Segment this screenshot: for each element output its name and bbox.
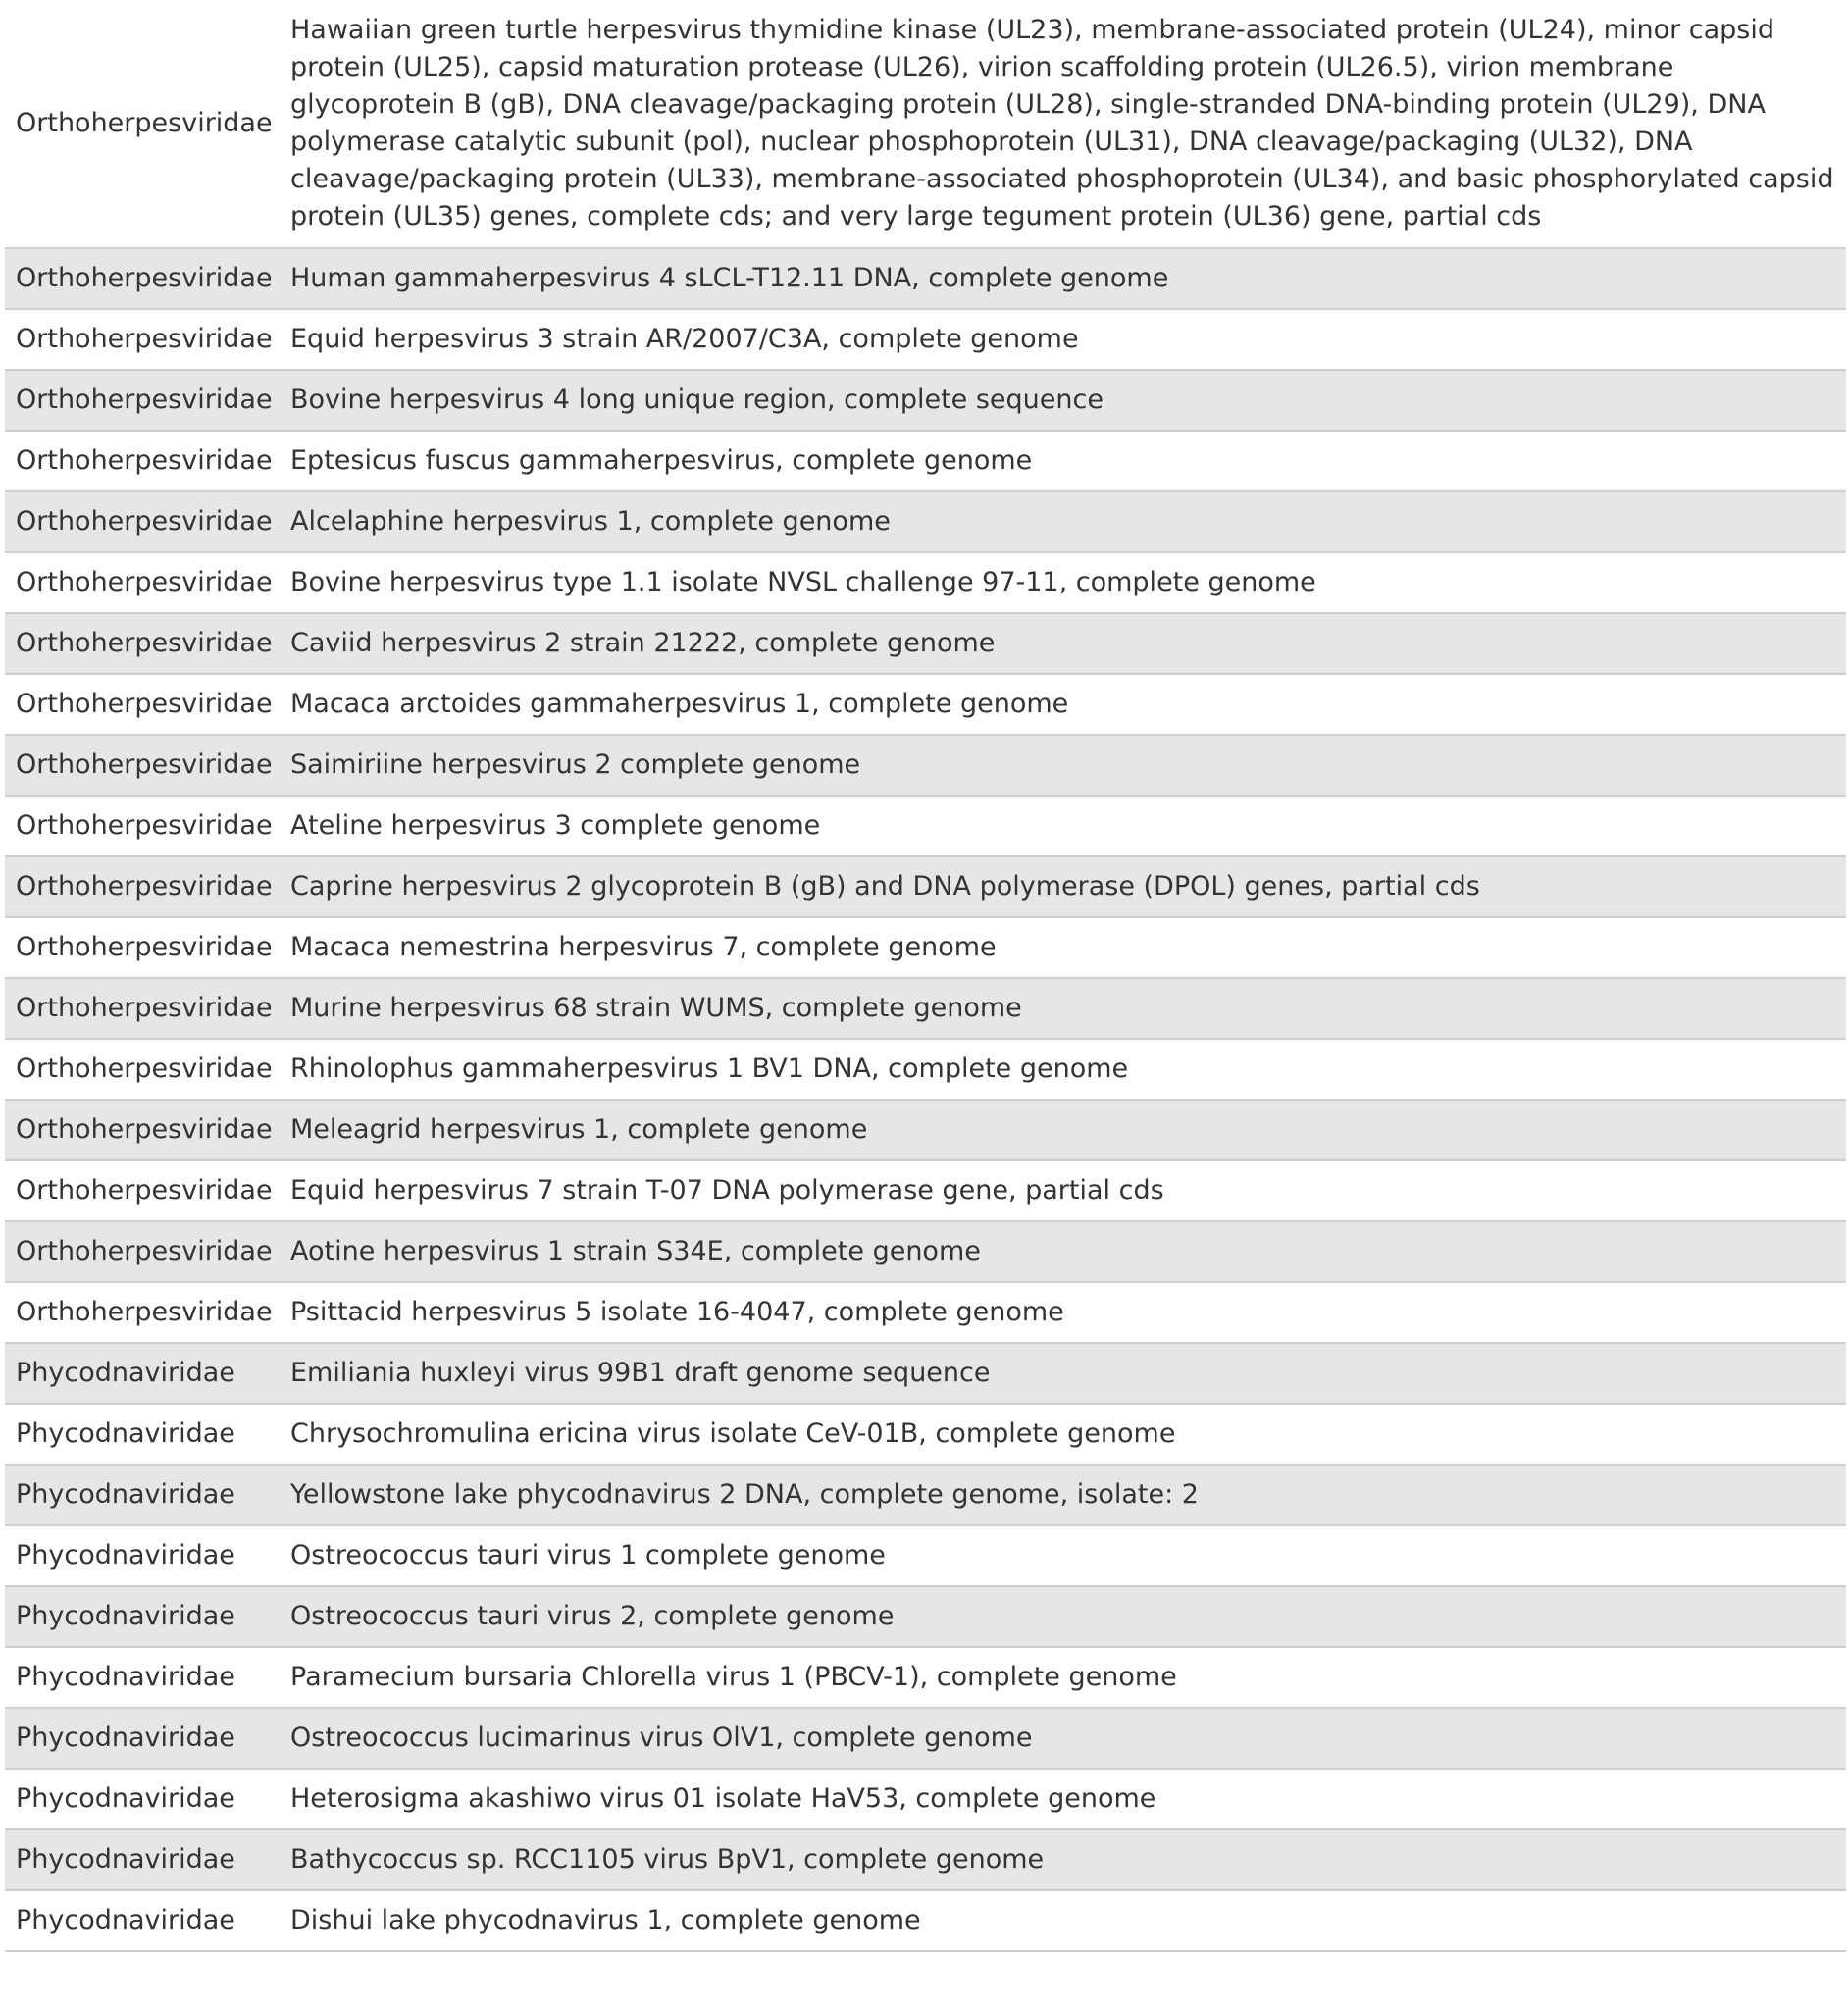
description-cell: Dishui lake phycodnavirus 1, complete ge…	[280, 1890, 1846, 1952]
table-row: Orthoherpesviridae Alcelaphine herpesviru…	[5, 491, 1846, 553]
family-cell: Orthoherpesviridae	[5, 978, 280, 1040]
description-cell: Alcelaphine herpesvirus 1, complete geno…	[280, 491, 1846, 553]
family-cell: Phycodnaviridae	[5, 1586, 280, 1648]
table-body: Orthoherpesviridae Hawaiian green turtle …	[5, 0, 1846, 1952]
family-cell: Orthoherpesviridae	[5, 248, 280, 310]
description-cell: Emiliania huxleyi virus 99B1 draft genom…	[280, 1343, 1846, 1405]
family-cell: Phycodnaviridae	[5, 1465, 280, 1526]
description-cell: Human gammaherpesvirus 4 sLCL-T12.11 DNA…	[280, 248, 1846, 310]
description-cell: Macaca nemestrina herpesvirus 7, complet…	[280, 917, 1846, 979]
table-row: Orthoherpesviridae Hawaiian green turtle …	[5, 0, 1846, 249]
description-cell: Ostreococcus tauri virus 1 complete geno…	[280, 1525, 1846, 1587]
family-cell: Orthoherpesviridae	[5, 491, 280, 553]
table-row: Orthoherpesviridae Bovine herpesvirus typ…	[5, 552, 1846, 614]
family-cell: Orthoherpesviridae	[5, 856, 280, 918]
description-cell: Caviid herpesvirus 2 strain 21222, compl…	[280, 613, 1846, 675]
description-cell: Bathycoccus sp. RCC1105 virus BpV1, comp…	[280, 1829, 1846, 1891]
family-cell: Orthoherpesviridae	[5, 1100, 280, 1161]
family-cell: Orthoherpesviridae	[5, 431, 280, 492]
table-row: Phycodnaviridae Emiliania huxleyi virus 9…	[5, 1343, 1846, 1405]
table-row: Orthoherpesviridae Caprine herpesvirus 2 …	[5, 856, 1846, 918]
description-cell: Heterosigma akashiwo virus 01 isolate Ha…	[280, 1769, 1846, 1830]
table-row: Orthoherpesviridae Human gammaherpesvirus…	[5, 248, 1846, 310]
description-cell: Bovine herpesvirus 4 long unique region,…	[280, 370, 1846, 432]
table-row: Orthoherpesviridae Eptesicus fuscus gamma…	[5, 431, 1846, 492]
family-cell: Phycodnaviridae	[5, 1343, 280, 1405]
table-row: Orthoherpesviridae Caviid herpesvirus 2 s…	[5, 613, 1846, 675]
table-row: Phycodnaviridae Chrysochromulina ericina …	[5, 1404, 1846, 1466]
table-row: Phycodnaviridae Ostreococcus tauri virus …	[5, 1525, 1846, 1587]
table-row: Phycodnaviridae Paramecium bursaria Chlor…	[5, 1647, 1846, 1709]
table-row: Phycodnaviridae Bathycoccus sp. RCC1105 v…	[5, 1829, 1846, 1891]
family-cell: Orthoherpesviridae	[5, 370, 280, 432]
description-cell: Ostreococcus tauri virus 2, complete gen…	[280, 1586, 1846, 1648]
description-cell: Murine herpesvirus 68 strain WUMS, compl…	[280, 978, 1846, 1040]
family-cell: Orthoherpesviridae	[5, 309, 280, 371]
table-row: Orthoherpesviridae Macaca arctoides gamma…	[5, 674, 1846, 736]
table-row: Orthoherpesviridae Ateline herpesvirus 3 …	[5, 796, 1846, 857]
table-row: Orthoherpesviridae Psittacid herpesvirus …	[5, 1282, 1846, 1344]
family-cell: Orthoherpesviridae	[5, 917, 280, 979]
family-cell: Phycodnaviridae	[5, 1769, 280, 1830]
description-cell: Paramecium bursaria Chlorella virus 1 (P…	[280, 1647, 1846, 1709]
family-cell: Orthoherpesviridae	[5, 674, 280, 736]
table-row: Orthoherpesviridae Equid herpesvirus 7 st…	[5, 1160, 1846, 1222]
family-cell: Orthoherpesviridae	[5, 1039, 280, 1101]
genome-table: Orthoherpesviridae Hawaiian green turtle …	[5, 0, 1846, 1952]
table-row: Orthoherpesviridae Meleagrid herpesvirus …	[5, 1100, 1846, 1161]
family-cell: Orthoherpesviridae	[5, 1282, 280, 1344]
table-row: Phycodnaviridae Yellowstone lake phycodna…	[5, 1465, 1846, 1526]
description-cell: Eptesicus fuscus gammaherpesvirus, compl…	[280, 431, 1846, 492]
family-cell: Phycodnaviridae	[5, 1404, 280, 1466]
family-cell: Phycodnaviridae	[5, 1708, 280, 1770]
description-cell: Rhinolophus gammaherpesvirus 1 BV1 DNA, …	[280, 1039, 1846, 1101]
family-cell: Phycodnaviridae	[5, 1525, 280, 1587]
description-cell: Equid herpesvirus 7 strain T-07 DNA poly…	[280, 1160, 1846, 1222]
description-cell: Caprine herpesvirus 2 glycoprotein B (gB…	[280, 856, 1846, 918]
description-cell: Aotine herpesvirus 1 strain S34E, comple…	[280, 1221, 1846, 1283]
description-cell: Bovine herpesvirus type 1.1 isolate NVSL…	[280, 552, 1846, 614]
description-cell: Psittacid herpesvirus 5 isolate 16-4047,…	[280, 1282, 1846, 1344]
description-cell: Macaca arctoides gammaherpesvirus 1, com…	[280, 674, 1846, 736]
family-cell: Phycodnaviridae	[5, 1647, 280, 1709]
table-row: Orthoherpesviridae Macaca nemestrina herp…	[5, 917, 1846, 979]
table-row: Orthoherpesviridae Saimiriine herpesvirus…	[5, 735, 1846, 797]
family-cell: Orthoherpesviridae	[5, 613, 280, 675]
description-cell: Chrysochromulina ericina virus isolate C…	[280, 1404, 1846, 1466]
table-row: Phycodnaviridae Heterosigma akashiwo viru…	[5, 1769, 1846, 1830]
family-cell: Orthoherpesviridae	[5, 552, 280, 614]
table-row: Orthoherpesviridae Aotine herpesvirus 1 s…	[5, 1221, 1846, 1283]
description-cell: Saimiriine herpesvirus 2 complete genome	[280, 735, 1846, 797]
family-cell: Orthoherpesviridae	[5, 1221, 280, 1283]
description-cell: Hawaiian green turtle herpesvirus thymid…	[280, 0, 1846, 249]
description-cell: Equid herpesvirus 3 strain AR/2007/C3A, …	[280, 309, 1846, 371]
table-row: Orthoherpesviridae Rhinolophus gammaherpe…	[5, 1039, 1846, 1101]
table-row: Phycodnaviridae Dishui lake phycodnavirus…	[5, 1890, 1846, 1952]
table-row: Orthoherpesviridae Bovine herpesvirus 4 l…	[5, 370, 1846, 432]
family-cell: Phycodnaviridae	[5, 1829, 280, 1891]
table-row: Orthoherpesviridae Equid herpesvirus 3 st…	[5, 309, 1846, 371]
table-row: Phycodnaviridae Ostreococcus lucimarinus …	[5, 1708, 1846, 1770]
family-cell: Orthoherpesviridae	[5, 796, 280, 857]
description-cell: Meleagrid herpesvirus 1, complete genome	[280, 1100, 1846, 1161]
description-cell: Ostreococcus lucimarinus virus OlV1, com…	[280, 1708, 1846, 1770]
description-cell: Ateline herpesvirus 3 complete genome	[280, 796, 1846, 857]
table-row: Phycodnaviridae Ostreococcus tauri virus …	[5, 1586, 1846, 1648]
family-cell: Phycodnaviridae	[5, 1890, 280, 1952]
family-cell: Orthoherpesviridae	[5, 735, 280, 797]
table-row: Orthoherpesviridae Murine herpesvirus 68 …	[5, 978, 1846, 1040]
family-cell: Orthoherpesviridae	[5, 0, 280, 249]
family-cell: Orthoherpesviridae	[5, 1160, 280, 1222]
description-cell: Yellowstone lake phycodnavirus 2 DNA, co…	[280, 1465, 1846, 1526]
